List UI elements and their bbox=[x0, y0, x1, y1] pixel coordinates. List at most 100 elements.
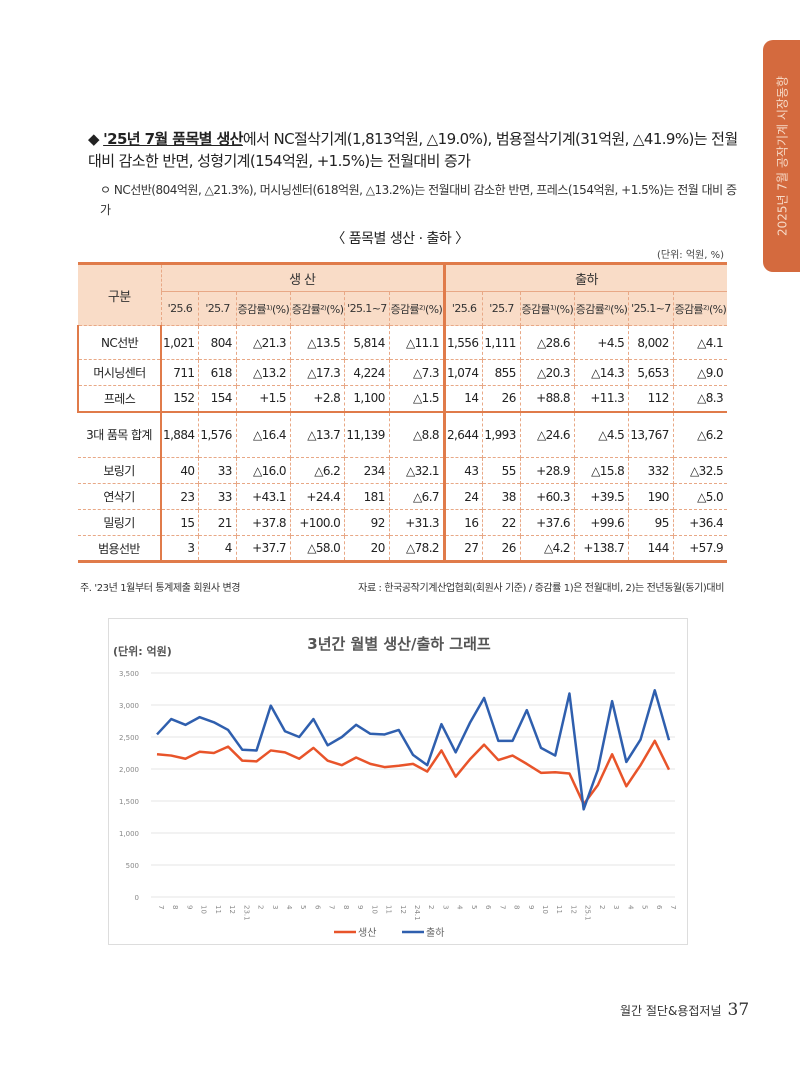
summary-lead: '25년 7월 품목별 생산 bbox=[103, 130, 243, 148]
table-cell: +36.4 bbox=[672, 509, 727, 536]
subheader: '25.1~7 bbox=[628, 291, 674, 326]
x-tick-label: 11 bbox=[214, 905, 222, 914]
subheader: '25.6 bbox=[442, 291, 483, 326]
subheader: 증감률¹⁾(%) bbox=[519, 291, 575, 326]
group-production: 생 산 bbox=[160, 262, 445, 292]
table-cell: △58.0 bbox=[289, 535, 345, 563]
table-row: 프레스 152 154 +1.5 +2.8 1,100 △1.5 14 26 +88.8 +11.3… bbox=[77, 385, 727, 412]
table-cell: △14.3 bbox=[573, 359, 629, 386]
production-shipment-table: 구분 생 산 출하 '25.6'25.7 증감률¹⁾(%) 증감률²⁾(%) '25.… bbox=[77, 262, 727, 563]
table-cell: +11.3 bbox=[573, 385, 629, 412]
table-cell: △16.0 bbox=[235, 457, 291, 484]
table-cell: 711 bbox=[160, 359, 199, 386]
y-tick-label: 2,000 bbox=[119, 766, 139, 774]
x-tick-label: 6 bbox=[655, 905, 663, 910]
subheader: '25.6 bbox=[160, 291, 199, 326]
table-cell: 20 bbox=[344, 535, 390, 563]
x-tick-label: 8 bbox=[342, 905, 350, 909]
table-note: 주. '23년 1월부터 통계제출 회원사 변경 bbox=[80, 583, 241, 594]
table-cell: +37.7 bbox=[235, 535, 291, 563]
x-tick-label: 2 bbox=[257, 905, 265, 909]
table-cell: △32.1 bbox=[388, 457, 445, 484]
x-tick-label: 10 bbox=[370, 905, 378, 914]
x-tick-label: 9 bbox=[356, 905, 364, 909]
table-cell: 1,884 bbox=[160, 410, 199, 458]
table-cell: 24 bbox=[442, 483, 483, 510]
table-cell: △8.3 bbox=[672, 385, 727, 412]
table-cell: 15 bbox=[160, 509, 199, 536]
chart-svg: 3년간 월별 생산/출하 그래프 (단위: 억원) 0 500 1,000 1,500 2,… bbox=[113, 635, 677, 939]
table-cell: 4,224 bbox=[344, 359, 390, 386]
row-label: NC선반 bbox=[77, 325, 161, 360]
table-cell: △28.6 bbox=[519, 325, 575, 360]
x-tick-label: 7 bbox=[498, 905, 506, 909]
table-source: 자료 : 한국공작기계산업협회(회원사 기준) / 증감률 1)은 전월대비, … bbox=[358, 583, 724, 594]
table-row: 밀링기 15 21 +37.8 +100.0 92 +31.3 16 22 +37.6 +99.6 9… bbox=[78, 509, 727, 536]
y-tick-label: 3,000 bbox=[119, 702, 139, 710]
x-tick-label: 6 bbox=[484, 905, 492, 910]
x-tick-label: 25.1 bbox=[584, 905, 592, 921]
table-cell: △6.2 bbox=[289, 457, 345, 484]
table-cell: +37.8 bbox=[235, 509, 291, 536]
x-tick-label: 12 bbox=[228, 905, 236, 914]
table-cell: 33 bbox=[198, 457, 237, 484]
summary-bullet: ◆ '25년 7월 품목별 생산에서 NC절삭기계(1,813억원, △19.0… bbox=[88, 130, 738, 170]
x-tick-label: 6 bbox=[313, 905, 321, 910]
subheader: 증감률²⁾(%) bbox=[388, 291, 445, 326]
table-cell: △20.3 bbox=[519, 359, 575, 386]
x-tick-label: 11 bbox=[385, 905, 393, 914]
table-cell: 855 bbox=[482, 359, 521, 386]
table-cell: 13,767 bbox=[628, 410, 674, 458]
category-header: 구분 bbox=[78, 262, 161, 326]
table-cell: +4.5 bbox=[573, 325, 629, 360]
subheader: 증감률²⁾(%) bbox=[573, 291, 629, 326]
table-cell: △16.4 bbox=[235, 410, 291, 458]
table-cell: +2.8 bbox=[289, 385, 345, 412]
chart-unit: (단위: 억원) bbox=[113, 644, 172, 658]
table-cell: 8,002 bbox=[628, 325, 674, 360]
x-tick-label: 5 bbox=[299, 905, 307, 909]
table-cell: △78.2 bbox=[388, 535, 445, 563]
table-cell: +99.6 bbox=[573, 509, 629, 536]
x-tick-label: 7 bbox=[157, 905, 165, 909]
subheader: 증감률²⁾(%) bbox=[289, 291, 345, 326]
detail-bullet: ㅇ NC선반(804억원, △21.3%), 머시닝센터(618억원, △13.… bbox=[100, 183, 737, 217]
row-label: 3대 품목 합계 bbox=[78, 410, 161, 458]
table-cell: 33 bbox=[198, 483, 237, 510]
table-cell: 11,139 bbox=[344, 410, 390, 458]
table-cell: 152 bbox=[160, 385, 199, 412]
row-label: 머시닝센터 bbox=[77, 359, 161, 386]
table-cell: 55 bbox=[482, 457, 521, 484]
table-title: 〈 품목별 생산 · 출하 〉 bbox=[331, 231, 469, 247]
table-cell: +39.5 bbox=[573, 483, 629, 510]
table-cell: 5,814 bbox=[344, 325, 390, 360]
table-unit: (단위: 억원, %) bbox=[656, 250, 724, 261]
x-tick-label: 10 bbox=[200, 905, 208, 914]
x-tick-label: 7 bbox=[669, 905, 677, 909]
table-cell: 1,021 bbox=[160, 325, 199, 360]
table-cell: +138.7 bbox=[573, 535, 629, 563]
table-cell: △13.7 bbox=[289, 410, 345, 458]
table-cell: △13.2 bbox=[235, 359, 291, 386]
table-cell: △5.0 bbox=[672, 483, 727, 510]
table-cell: +31.3 bbox=[388, 509, 445, 536]
table-row: 3대 품목 합계 1,884 1,576 △16.4 △13.7 11,139 △8.8 2,… bbox=[78, 410, 727, 458]
table-cell: △24.6 bbox=[519, 410, 575, 458]
table-cell: 14 bbox=[442, 385, 483, 412]
table-cell: 190 bbox=[628, 483, 674, 510]
table-cell: 26 bbox=[482, 385, 521, 412]
table-cell: 144 bbox=[628, 535, 674, 563]
x-tick-label: 4 bbox=[456, 905, 464, 910]
page-footer: 월간 절단&용접저널 37 bbox=[620, 1000, 749, 1020]
x-tick-label: 2 bbox=[598, 905, 606, 909]
table-cell: 92 bbox=[344, 509, 390, 536]
legend-label: 출하 bbox=[426, 926, 444, 939]
table-cell: △4.2 bbox=[519, 535, 575, 563]
table-cell: △17.3 bbox=[289, 359, 345, 386]
table-cell: 22 bbox=[482, 509, 521, 536]
subheader: '25.7 bbox=[482, 291, 521, 326]
table-cell: +1.5 bbox=[235, 385, 291, 412]
table-cell: 2,644 bbox=[442, 410, 483, 458]
table-cell: 154 bbox=[198, 385, 237, 412]
chart-title: 3년간 월별 생산/출하 그래프 bbox=[307, 635, 491, 653]
